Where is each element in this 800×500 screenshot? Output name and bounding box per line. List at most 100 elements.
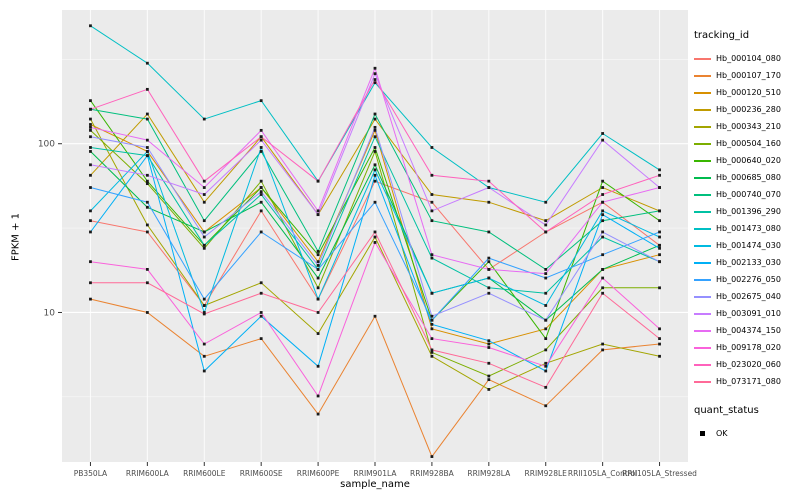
data-point: [202, 246, 206, 250]
legend-item: Hb_001396_290: [694, 203, 798, 220]
data-point: [202, 186, 206, 189]
data-point: [601, 230, 605, 234]
data-point: [145, 112, 149, 116]
data-point: [202, 235, 206, 239]
legend-item: Hb_002276_050: [694, 271, 798, 288]
data-point: [89, 260, 92, 264]
data-point: [544, 291, 548, 295]
data-point: [658, 253, 661, 257]
data-point: [487, 342, 491, 346]
data-point: [316, 253, 320, 257]
data-point: [373, 314, 377, 318]
data-point: [430, 337, 434, 341]
y-tick-label: 100: [38, 140, 55, 150]
data-point: [89, 107, 92, 111]
legend-key-square: [694, 431, 711, 436]
legend-key-line: [694, 363, 711, 366]
data-point: [658, 342, 661, 346]
data-point: [316, 276, 320, 280]
data-point: [544, 318, 548, 322]
data-point: [430, 314, 434, 318]
data-point: [316, 412, 320, 416]
data-point: [487, 186, 491, 189]
data-point: [259, 138, 263, 142]
data-point: [89, 297, 92, 301]
data-point: [658, 246, 661, 250]
data-point: [316, 394, 320, 398]
legend-item-label: Hb_000120_510: [716, 88, 781, 97]
data-point: [259, 337, 263, 341]
legend-item: Hb_000236_280: [694, 101, 798, 118]
legend-item-label: Hb_000640_020: [716, 156, 781, 165]
legend-item-quant: OK: [694, 425, 798, 442]
data-point: [145, 87, 149, 91]
data-point: [202, 179, 206, 183]
data-point: [430, 200, 434, 204]
legend-item: Hb_000107_170: [694, 67, 798, 84]
data-point: [601, 179, 605, 183]
x-axis-title: sample_name: [340, 479, 410, 490]
data-point: [145, 281, 149, 285]
data-point: [89, 117, 92, 121]
data-point: [145, 200, 149, 204]
data-point: [601, 200, 605, 204]
data-point: [259, 135, 263, 139]
data-point: [202, 312, 206, 316]
data-point: [544, 230, 548, 234]
data-point: [259, 281, 263, 285]
x-tick-label: RRII105LA_Control: [568, 469, 638, 478]
legend: tracking_id Hb_000104_080 Hb_000107_170 Hb…: [694, 30, 798, 442]
data-point: [601, 219, 605, 223]
legend-item: Hb_000640_020: [694, 152, 798, 169]
legend-item: Hb_001474_030: [694, 237, 798, 254]
data-point: [487, 179, 491, 183]
data-point: [601, 342, 605, 346]
data-point: [259, 99, 263, 103]
data-point: [430, 193, 434, 196]
legend-item-label: Hb_003091_010: [716, 309, 781, 318]
data-point: [373, 128, 377, 132]
data-point: [373, 235, 377, 239]
data-point: [145, 138, 149, 142]
x-tick-label: RRIM600SE: [240, 469, 283, 478]
data-point: [145, 182, 149, 186]
data-point: [430, 253, 434, 257]
legend-key-line: [694, 159, 711, 162]
data-point: [373, 125, 377, 129]
data-point: [601, 276, 605, 280]
data-point: [487, 256, 491, 260]
legend-item-label: Hb_023020_060: [716, 360, 781, 369]
data-point: [202, 311, 206, 314]
data-point: [601, 213, 605, 217]
x-tick-label: RRIM600LE: [183, 469, 226, 478]
data-point: [145, 117, 149, 121]
legend-key-line: [694, 176, 711, 179]
data-point: [430, 318, 434, 322]
data-point: [259, 179, 263, 183]
data-point: [373, 168, 377, 172]
data-point: [487, 378, 491, 382]
data-point: [202, 219, 206, 223]
data-point: [373, 78, 377, 81]
data-point: [373, 200, 377, 204]
legend-title-quant-status: quant_status: [694, 405, 759, 416]
data-point: [145, 205, 149, 209]
legend-item-label: Hb_002276_050: [716, 275, 781, 284]
data-point: [89, 209, 92, 213]
data-point: [89, 135, 92, 139]
data-point: [658, 260, 661, 264]
legend-item: Hb_009178_020: [694, 339, 798, 356]
data-point: [544, 223, 548, 227]
data-point: [601, 132, 605, 135]
legend-key-line: [694, 210, 711, 213]
data-point: [487, 388, 491, 391]
x-tick-label: RRIM600PE: [297, 469, 340, 478]
data-point: [487, 276, 491, 280]
legend-item: Hb_003091_010: [694, 305, 798, 322]
legend-item: Hb_000343_210: [694, 118, 798, 135]
data-point: [316, 297, 320, 301]
data-point: [202, 297, 206, 301]
data-point: [601, 193, 605, 196]
legend-item-label: Hb_000104_080: [716, 54, 781, 63]
